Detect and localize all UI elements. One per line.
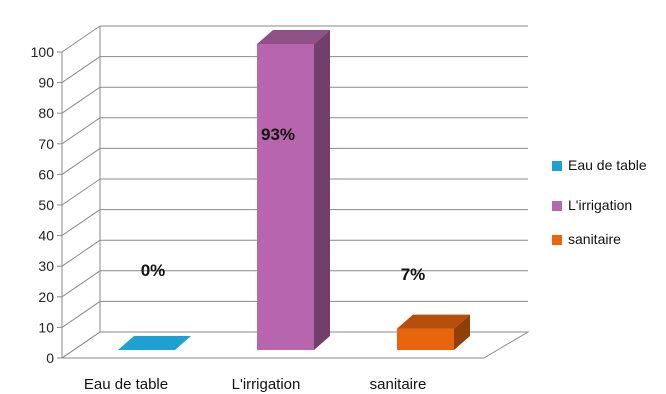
data-label: 0% <box>141 261 166 280</box>
bar-front-face <box>257 44 314 350</box>
gridline-side <box>61 270 101 298</box>
bar-side-face <box>454 314 470 350</box>
data-labels: 0% 93% 7% <box>141 125 426 284</box>
legend-swatch <box>552 201 562 211</box>
legend-label: L'irrigation <box>568 197 632 213</box>
legend: Eau de table L'irrigation sanitaire <box>552 157 647 247</box>
x-category-label: Eau de table <box>84 376 168 393</box>
y-tick-label: 0 <box>46 350 54 366</box>
gridline-side <box>61 239 101 267</box>
y-tick-label: 100 <box>31 44 55 60</box>
gridline-side <box>61 117 101 145</box>
y-tick-label: 70 <box>38 136 54 152</box>
gridline-side <box>61 178 101 206</box>
legend-swatch <box>552 161 562 171</box>
gridline-side <box>61 86 101 114</box>
x-category-label: L'irrigation <box>232 376 301 393</box>
y-tick-label: 40 <box>38 228 54 244</box>
y-tick-label: 80 <box>38 105 54 121</box>
gridline-side <box>61 209 101 237</box>
bar-top-face <box>397 314 470 329</box>
bar <box>397 314 470 350</box>
data-label: 93% <box>261 125 295 144</box>
y-tick-label: 10 <box>38 319 54 335</box>
x-category-label: sanitaire <box>370 376 427 393</box>
gridline-side <box>61 300 101 328</box>
gridline-side <box>61 147 101 175</box>
y-tick-label: 50 <box>38 197 54 213</box>
gridline-side <box>61 331 101 359</box>
bar-top-face <box>118 336 191 350</box>
bar-front-face <box>397 328 454 350</box>
y-tick-label: 60 <box>38 166 54 182</box>
legend-label: Eau de table <box>568 157 647 173</box>
y-axis-ticks: 0 10 20 30 40 50 60 70 80 90 100 <box>31 26 101 366</box>
bar <box>118 336 191 350</box>
y-tick-label: 90 <box>38 75 54 91</box>
legend-swatch <box>552 235 562 245</box>
bar-side-face <box>314 30 330 350</box>
gridline-side <box>61 56 101 84</box>
data-label: 7% <box>401 265 426 284</box>
bar <box>257 30 330 350</box>
bars <box>118 30 470 350</box>
legend-label: sanitaire <box>568 231 621 247</box>
y-tick-label: 30 <box>38 258 54 274</box>
y-tick-label: 20 <box>38 289 54 305</box>
gridline-side <box>61 25 101 53</box>
x-axis-categories: Eau de table L'irrigation sanitaire <box>84 376 426 393</box>
bar-top-face <box>257 30 330 44</box>
